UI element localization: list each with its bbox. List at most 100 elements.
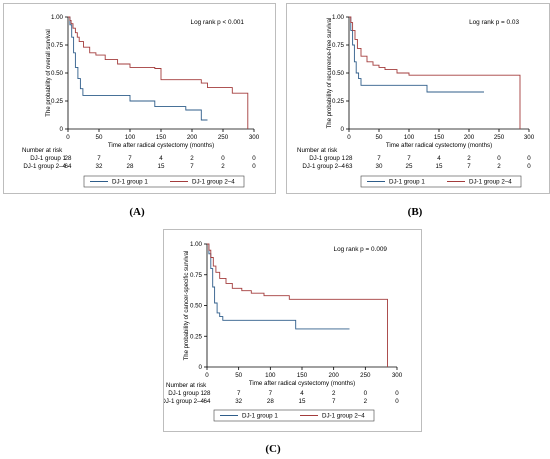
chart-c-risk-value: 0 [395,390,399,397]
chart-b-y-axis-title: The probability of recurrence-free survi… [327,18,333,129]
chart-c-x-tick-label: 250 [360,372,371,379]
chart-b-x-tick-label: 200 [464,134,475,141]
chart-a-risk-value: 32 [96,163,103,170]
chart-b-risk-row-label: DJ-1 group 2–4 [302,163,345,170]
chart-c-risk-value: 32 [235,398,242,405]
chart-b-risk-value: 7 [407,155,411,162]
chart-a-legend-label: DJ-1 group 1 [112,179,148,186]
chart-a-risk-value: 2 [190,155,194,162]
chart-b-risk-row-label: DJ-1 group 1 [309,155,345,162]
chart-a-risk-value: 4 [159,155,163,162]
chart-a-x-tick-label: 250 [218,134,229,141]
chart-a-legend-label: DJ-1 group 2–4 [192,179,235,186]
chart-b-risk-value: 28 [346,155,353,162]
chart-c-x-tick-label: 100 [265,372,276,379]
chart-b-risk-table-title: Number at risk [297,147,338,154]
chart-b-risk-value: 0 [527,155,531,162]
chart-c-risk-value: 2 [332,390,336,397]
chart-c-risk-value: 2 [364,398,368,405]
chart-a-risk-value: 2 [221,163,225,170]
chart-c-risk-value: 7 [332,398,336,405]
chart-b-logrank-annotation: Log rank p = 0.03 [469,19,519,26]
chart-c-y-axis-title: The probability of cancer-specific survi… [184,251,190,361]
chart-c-risk-row-label: DJ-1 group 1 [168,390,204,397]
chart-b-risk-value: 4 [437,155,441,162]
chart-b-y-tick-label: 1.00 [332,14,345,21]
chart-a-risk-row-label: DJ-1 group 2–4 [23,163,66,170]
chart-b-x-tick-label: 100 [404,134,415,141]
chart-b-risk-value: 2 [497,163,501,170]
chart-c-legend-label: DJ-1 group 1 [242,413,278,420]
chart-a-y-tick-label: 1.00 [51,14,64,21]
chart-b-legend-box [360,175,522,188]
chart-c-legend-label: DJ-1 group 2–4 [322,413,365,420]
chart-a-logrank-annotation: Log rank p < 0.001 [191,19,245,26]
chart-b-x-tick-label: 250 [494,134,505,141]
chart-c-risk-value: 4 [300,390,304,397]
chart-c-x-tick-label: 150 [297,372,308,379]
chart-a-y-axis-title: The probability of overall survival [46,29,52,116]
chart-a-series-group2-4-curve [68,16,249,129]
chart-b-legend-label: DJ-1 group 2–4 [469,179,512,186]
chart-c-series-group2-4-curve [207,243,388,367]
chart-a-x-tick-label: 50 [96,134,103,141]
chart-c-risk-value: 7 [237,390,241,397]
chart-b-x-tick-label: 300 [524,134,535,141]
chart-c-risk-table-title: Number at risk [166,382,207,389]
chart-b-series-group1-curve [349,16,484,93]
chart-c-logrank-annotation: Log rank p = 0.009 [334,246,388,253]
chart-b-x-tick-label: 0 [347,134,351,141]
chart-c-y-tick-label: 0.25 [190,333,203,340]
chart-a-x-axis-title: Time after radical cystectomy (months) [108,142,214,149]
chart-a-risk-value: 0 [252,163,256,170]
chart-a-x-tick-label: 200 [187,134,198,141]
chart-c-risk-value: 0 [364,390,368,397]
chart-a-x-tick-label: 150 [156,134,167,141]
chart-b-risk-value: 2 [467,155,471,162]
chart-c-risk-value: 64 [204,398,211,405]
chart-b-svg: 00.250.500.751.000 50 100 150 200 250 300Time … [297,14,535,188]
chart-c-x-tick-label: 300 [392,372,403,379]
chart-a-risk-value: 15 [158,163,165,170]
chart-b-x-tick-label: 150 [434,134,445,141]
chart-a-legend-box [83,175,245,188]
caption-b: (B) [407,206,423,218]
chart-a-x-tick-label: 0 [66,134,70,141]
chart-b-y-tick-label: 0 [341,126,345,133]
chart-b-y-tick-label: 0.75 [332,42,345,49]
chart-c-risk-value: 7 [269,390,273,397]
chart-b-risk-value: 15 [436,163,443,170]
caption-c: (C) [265,443,281,455]
chart-c-risk-value: 28 [204,390,211,397]
chart-b-risk-value: 7 [467,163,471,170]
chart-a-risk-value: 64 [65,163,72,170]
chart-c-x-axis-title: Time after radical cystectomy (months) [249,380,355,387]
chart-c-y-tick-label: 0 [199,364,203,371]
chart-b-risk-value: 7 [377,155,381,162]
chart-b-risk-value: 63 [346,163,353,170]
chart-a-y-tick-label: 0.50 [51,70,64,77]
chart-b-x-tick-label: 50 [376,134,383,141]
chart-a-risk-value: 7 [97,155,101,162]
chart-a-y-tick-label: 0.25 [51,98,64,105]
chart-a-risk-value: 7 [128,155,132,162]
chart-b-y-tick-label: 0.50 [332,70,345,77]
caption-a: (A) [129,206,145,218]
chart-a-x-tick-label: 100 [125,134,136,141]
chart-b-risk-value: 30 [376,163,383,170]
chart-c-y-tick-label: 0.50 [190,303,203,310]
chart-b-risk-value: 0 [527,163,531,170]
chart-c-risk-value: 15 [299,398,306,405]
chart-b-risk-value: 0 [497,155,501,162]
chart-a-series-group1-curve [68,16,208,121]
chart-c-x-tick-label: 50 [235,372,242,379]
chart-a-y-tick-label: 0 [60,126,64,133]
panel-b-recurrence-free-survival: 0 0.25 0.50 0.75 1.00 0 50 100 150 200 250 300 Time … [286,3,550,194]
chart-a-risk-value: 7 [190,163,194,170]
chart-c-legend-box [213,409,375,422]
chart-b-series-group2-4-curve [349,16,521,129]
chart-c-svg: 00.250.500.751.000 50 100 150 200 250 300Time … [164,241,403,422]
chart-a-y-tick-label: 0.75 [51,42,64,49]
panel-c-cancer-specific-survival: 0 0.25 0.50 0.75 1.00 0 50 100 150 200 250 300 Time … [163,229,422,432]
chart-c-series-group1-curve [207,243,350,330]
